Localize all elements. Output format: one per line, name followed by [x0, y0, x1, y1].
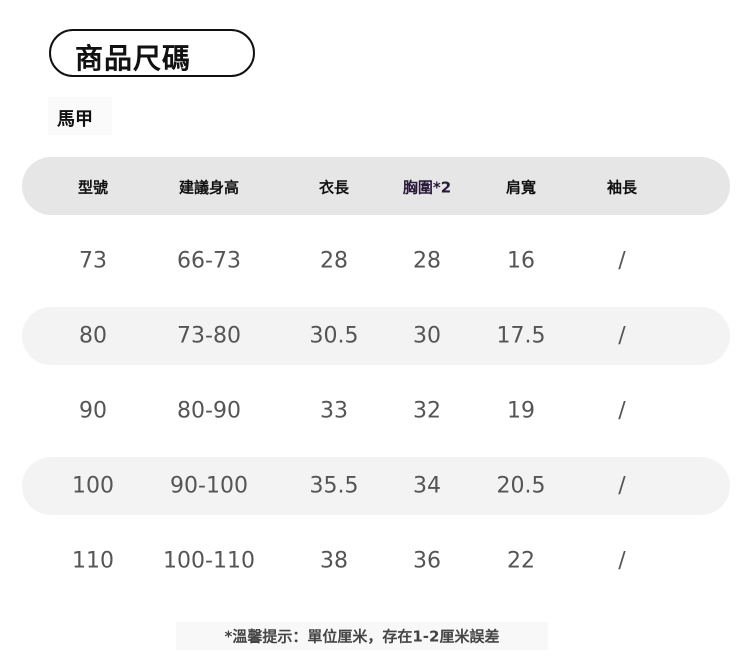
table-cell: 30.5 [309, 323, 359, 349]
column-header: 袖長 [606, 178, 638, 197]
table-cell: 80 [79, 323, 107, 349]
table-cell: 100 [72, 473, 114, 499]
table-cell: 28 [320, 248, 348, 274]
table-cell: 34 [413, 473, 441, 499]
table-cell: 20.5 [496, 473, 546, 499]
table-cell: 32 [413, 398, 441, 424]
table-cell: 90-100 [170, 473, 248, 499]
table-cell: / [618, 398, 626, 424]
table-cell: / [618, 473, 626, 499]
table-cell: 73 [79, 248, 107, 274]
subtitle-text: 馬甲 [57, 109, 93, 130]
column-header: 胸圍*2 [402, 178, 452, 197]
size-chart-title: 商品尺碼 [49, 29, 255, 77]
column-header: 肩寬 [505, 178, 537, 197]
product-type-label: 馬甲 [48, 97, 112, 135]
table-cell: 30 [413, 323, 441, 349]
table-cell: 35.5 [309, 473, 359, 499]
table-cell: / [618, 248, 626, 274]
table-cell: / [618, 323, 626, 349]
table-cell: 80-90 [177, 398, 241, 424]
table-cell: 38 [320, 548, 348, 574]
table-cell: 110 [72, 548, 114, 574]
table-cell: 17.5 [496, 323, 546, 349]
row-background [22, 457, 730, 515]
table-cell: 22 [507, 548, 535, 574]
table-cell: 33 [320, 398, 348, 424]
note-text: *溫馨提示：單位厘米，存在1-2厘米誤差 [224, 627, 500, 646]
title-text: 商品尺碼 [75, 42, 192, 75]
table-cell: 28 [413, 248, 441, 274]
table-cell: 36 [413, 548, 441, 574]
table-cell: 19 [507, 398, 535, 424]
table-cell: 66-73 [177, 248, 241, 274]
table-cell: 16 [507, 248, 535, 274]
column-header: 型號 [77, 178, 109, 197]
measurement-note: *溫馨提示：單位厘米，存在1-2厘米誤差 [176, 622, 548, 650]
table-cell: / [618, 548, 626, 574]
column-header: 建議身高 [178, 178, 240, 197]
table-header-row [22, 157, 730, 215]
column-header: 衣長 [318, 178, 350, 197]
table-cell: 100-110 [163, 548, 255, 574]
table-cell: 90 [79, 398, 107, 424]
row-background [22, 307, 730, 365]
table-cell: 73-80 [177, 323, 241, 349]
